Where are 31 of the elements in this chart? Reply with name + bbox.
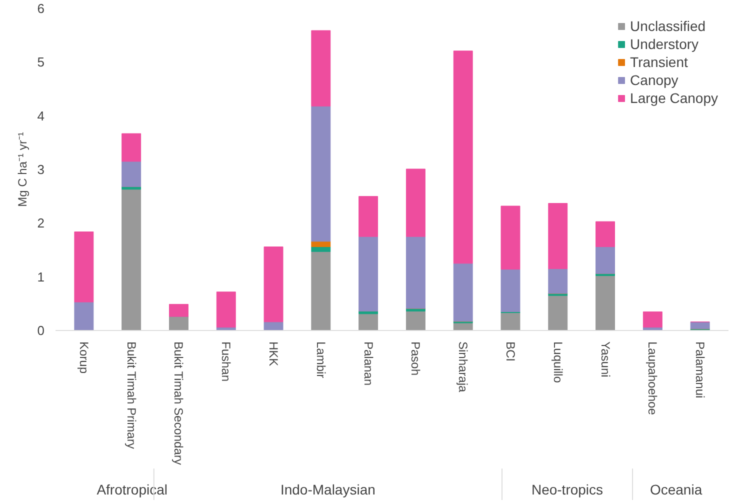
x-tick-label: Sinharaja (456, 342, 470, 393)
x-tick-label: Korup (76, 342, 91, 374)
x-tick-label: HKK (266, 342, 281, 366)
x-tick-label: Luquillo (550, 342, 565, 384)
y-tick-label: 1 (37, 269, 45, 284)
legend-label: Understory (630, 36, 699, 52)
y-tick-label: 3 (37, 162, 45, 177)
x-tick-label: Bukit Timah Secondary (172, 342, 186, 465)
y-tick-label: 0 (37, 323, 45, 338)
x-tick-label: Pasoh (408, 342, 423, 376)
x-tick-label: Fushan (219, 342, 234, 382)
y-tick-label: 5 (37, 54, 45, 70)
text: Indo-Malaysian (280, 481, 376, 498)
x-tick-label: Palanan (361, 342, 376, 386)
x-tick-label: Bukit Timah Primary (124, 342, 138, 449)
y-axis-title: Mg C ha⁻¹ yr⁻¹ (15, 132, 30, 207)
text: Neo-tropics (531, 481, 604, 498)
y-tick-label: 4 (37, 108, 45, 124)
x-tick-label: Laupahoehoe (646, 342, 660, 416)
y-tick-label: 6 (37, 1, 45, 16)
x-tick-label: BCI (503, 342, 518, 362)
legend-label: Large Canopy (630, 90, 718, 106)
legend-label: Canopy (630, 72, 678, 88)
x-tick-label: Lambir (314, 342, 328, 378)
text: Oceania (650, 481, 702, 498)
text: Afrotropical (96, 481, 168, 498)
legend-label: Transient (630, 54, 688, 70)
legend-label: Unclassified (630, 18, 706, 34)
y-tick-label: 2 (37, 216, 45, 231)
x-tick-label: Palamanui (693, 342, 708, 398)
x-tick-label: Yasuni (598, 342, 612, 378)
